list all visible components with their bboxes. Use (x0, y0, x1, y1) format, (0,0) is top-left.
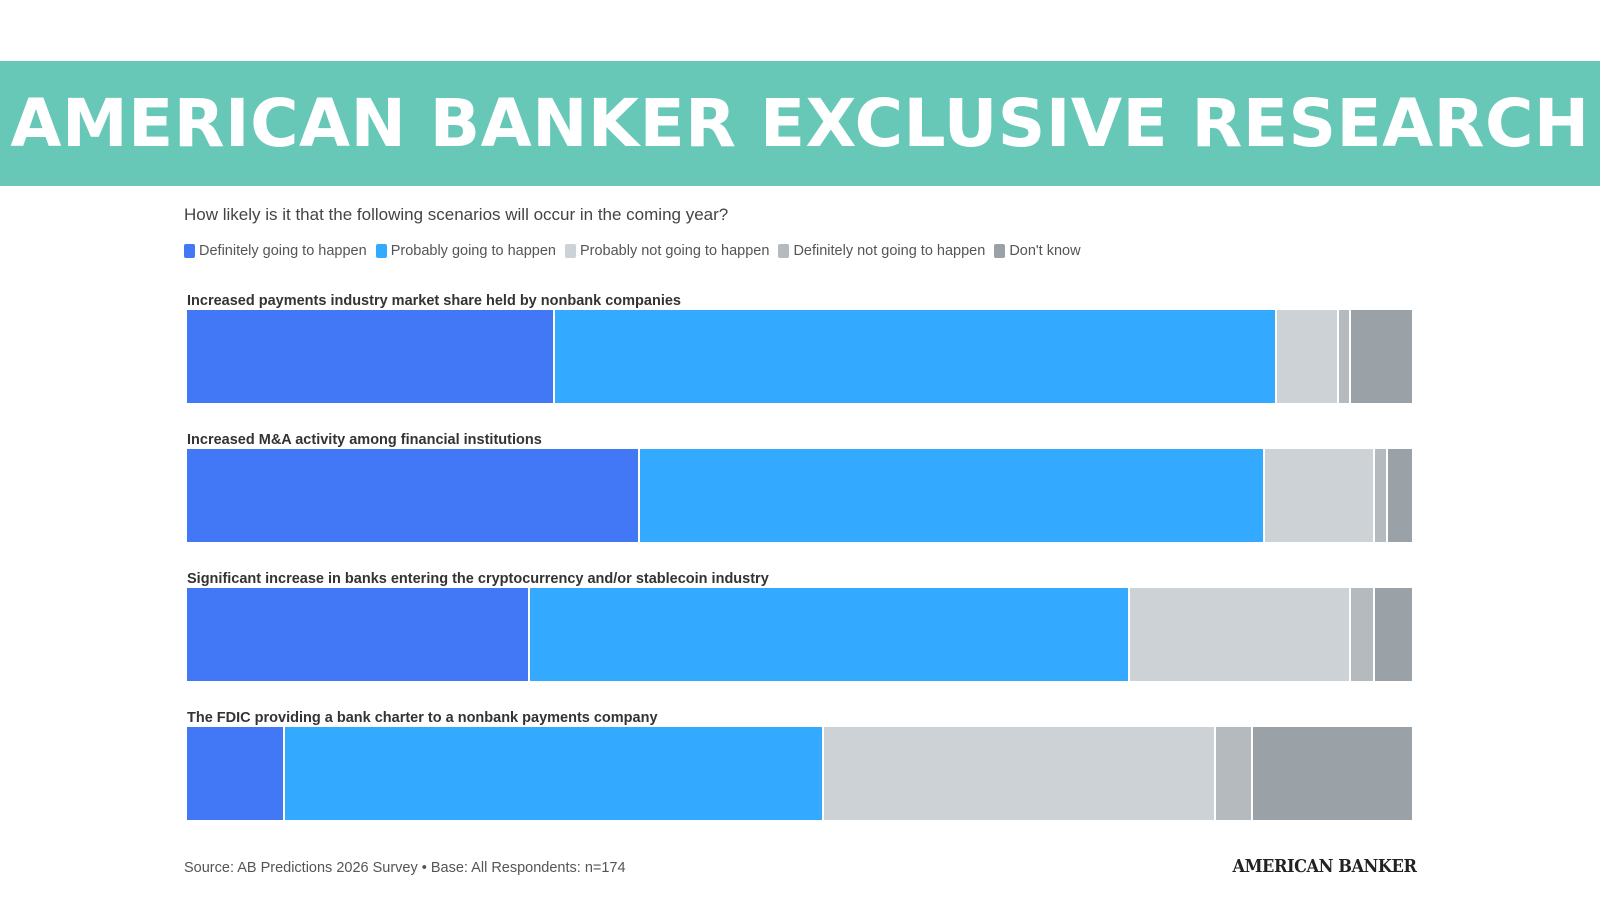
bar-segment (1130, 588, 1351, 681)
american-banker-logo: AMERICAN BANKER (1231, 856, 1416, 877)
legend-swatch (184, 244, 195, 258)
bar-row: Significant increase in banks entering t… (187, 568, 1412, 707)
stacked-bar (187, 727, 1412, 820)
stacked-bar (187, 449, 1412, 542)
chart-legend: Definitely going to happen Probably going… (184, 243, 1090, 259)
bar-segment (187, 310, 555, 403)
bar-segment (1387, 449, 1412, 542)
bar-segment (187, 588, 530, 681)
bar-segment (1375, 588, 1412, 681)
bar-segment (1277, 310, 1339, 403)
category-label: Increased M&A activity among financial i… (187, 432, 542, 448)
bar-segment (187, 727, 285, 820)
legend-item: Don't know (994, 243, 1081, 259)
bar-segment (824, 727, 1216, 820)
bar-row: Increased M&A activity among financial i… (187, 429, 1412, 568)
legend-item: Probably not going to happen (564, 243, 770, 259)
stacked-bar-chart: Increased payments industry market share… (187, 290, 1412, 846)
bar-row: The FDIC providing a bank charter to a n… (187, 707, 1412, 846)
legend-label: Probably going to happen (390, 243, 556, 259)
legend-swatch (375, 244, 387, 258)
chart-title: How likely is it that the following scen… (184, 205, 729, 224)
legend-label: Definitely not going to happen (793, 243, 986, 259)
bar-segment (285, 727, 824, 820)
bar-segment (1216, 727, 1253, 820)
legend-item: Definitely going to happen (184, 243, 367, 259)
bar-segment (1338, 310, 1351, 403)
legend-swatch (564, 244, 576, 258)
bar-segment (530, 588, 1131, 681)
bar-row: Increased payments industry market share… (187, 290, 1412, 429)
source-note: Source: AB Predictions 2026 Survey • Bas… (184, 860, 626, 876)
bar-segment (1252, 727, 1412, 820)
stacked-bar (187, 310, 1412, 403)
bar-segment (1350, 588, 1376, 681)
stacked-bar (187, 588, 1412, 681)
legend-label: Probably not going to happen (579, 243, 770, 259)
legend-label: Don't know (1009, 243, 1081, 259)
bar-segment (1375, 449, 1388, 542)
category-label: Significant increase in banks entering t… (187, 571, 769, 587)
legend-swatch (778, 244, 790, 258)
banner-title: AMERICAN BANKER EXCLUSIVE RESEARCH (10, 85, 1590, 162)
category-label: The FDIC providing a bank charter to a n… (187, 710, 658, 726)
legend-item: Probably going to happen (375, 243, 556, 259)
bar-segment (554, 310, 1278, 403)
bar-segment (187, 449, 641, 542)
header-banner: AMERICAN BANKER EXCLUSIVE RESEARCH (0, 61, 1600, 186)
legend-label: Definitely going to happen (199, 243, 367, 259)
category-label: Increased payments industry market share… (187, 293, 681, 309)
legend-swatch (994, 244, 1006, 258)
bar-segment (1265, 449, 1376, 542)
legend-item: Definitely not going to happen (778, 243, 985, 259)
bar-segment (640, 449, 1265, 542)
bar-segment (1350, 310, 1412, 403)
